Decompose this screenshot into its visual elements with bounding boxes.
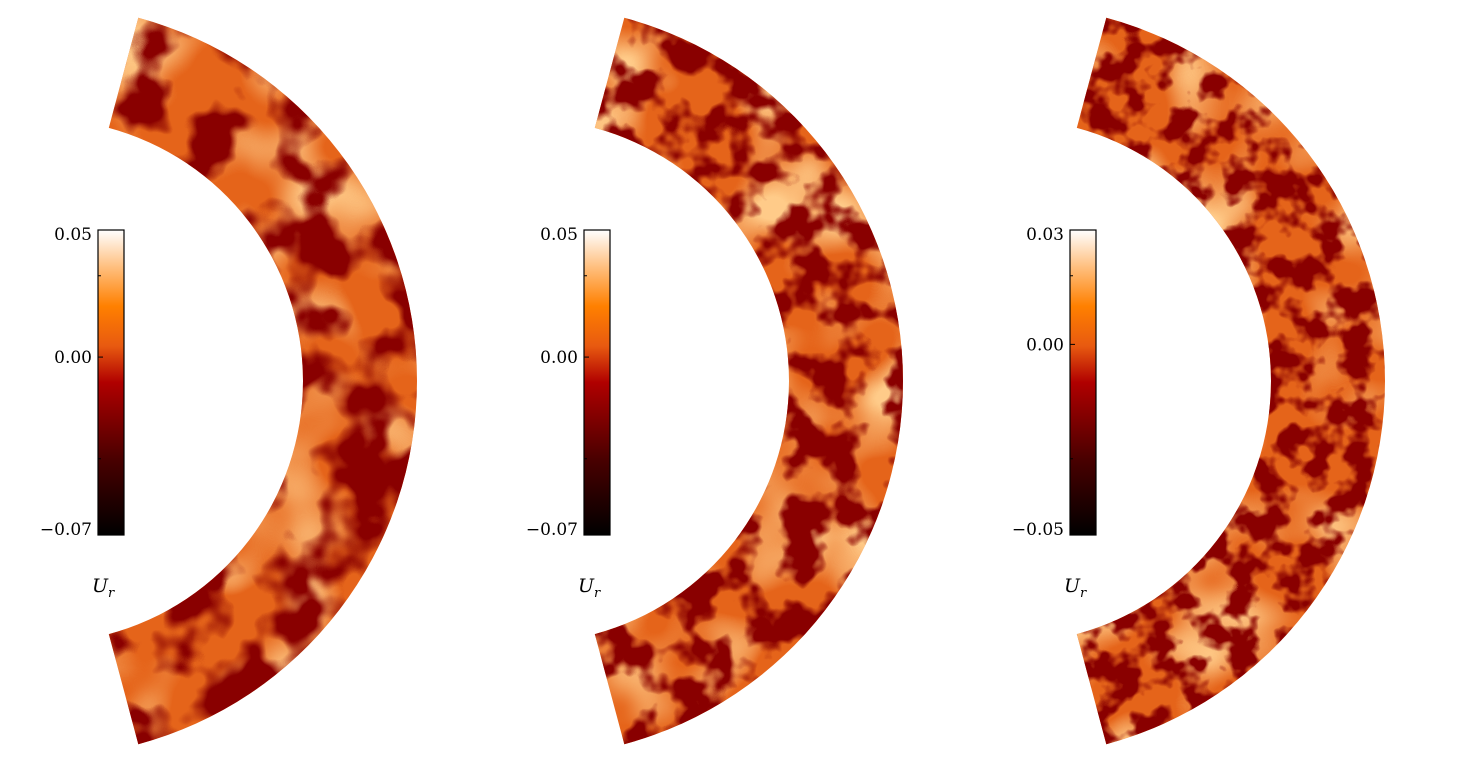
- colorbar-label: Ur: [1064, 575, 1087, 601]
- panel-3: [1076, 17, 1385, 745]
- colorbar-tick-label: 0.00: [540, 348, 578, 368]
- colorbar-tick-label: 0.03: [1026, 225, 1064, 245]
- colorbar-tick-label: 0.00: [1026, 335, 1064, 355]
- colorbar: 0.05 0.00 −0.07 Ur: [40, 225, 125, 601]
- colorbar-label: Ur: [578, 575, 601, 601]
- colorbar-tick-label: −0.07: [526, 520, 578, 540]
- velocity-downflow-field: [1076, 17, 1385, 745]
- colorbar-tick-label: −0.05: [1012, 520, 1064, 540]
- colorbar-gradient: [97, 229, 125, 536]
- colorbar: 0.03 0.00 −0.05 Ur: [1012, 225, 1097, 601]
- colorbar-tick-label: 0.05: [54, 225, 92, 245]
- colorbar: 0.05 0.00 −0.07 Ur: [526, 225, 611, 601]
- colorbar-label: Ur: [92, 575, 115, 601]
- colorbar-tick-label: 0.00: [54, 348, 92, 368]
- colorbar-gradient: [583, 229, 611, 536]
- colorbar-tick-label: 0.05: [540, 225, 578, 245]
- colorbar-gradient: [1069, 229, 1097, 536]
- colorbar-tick-label: −0.07: [40, 520, 92, 540]
